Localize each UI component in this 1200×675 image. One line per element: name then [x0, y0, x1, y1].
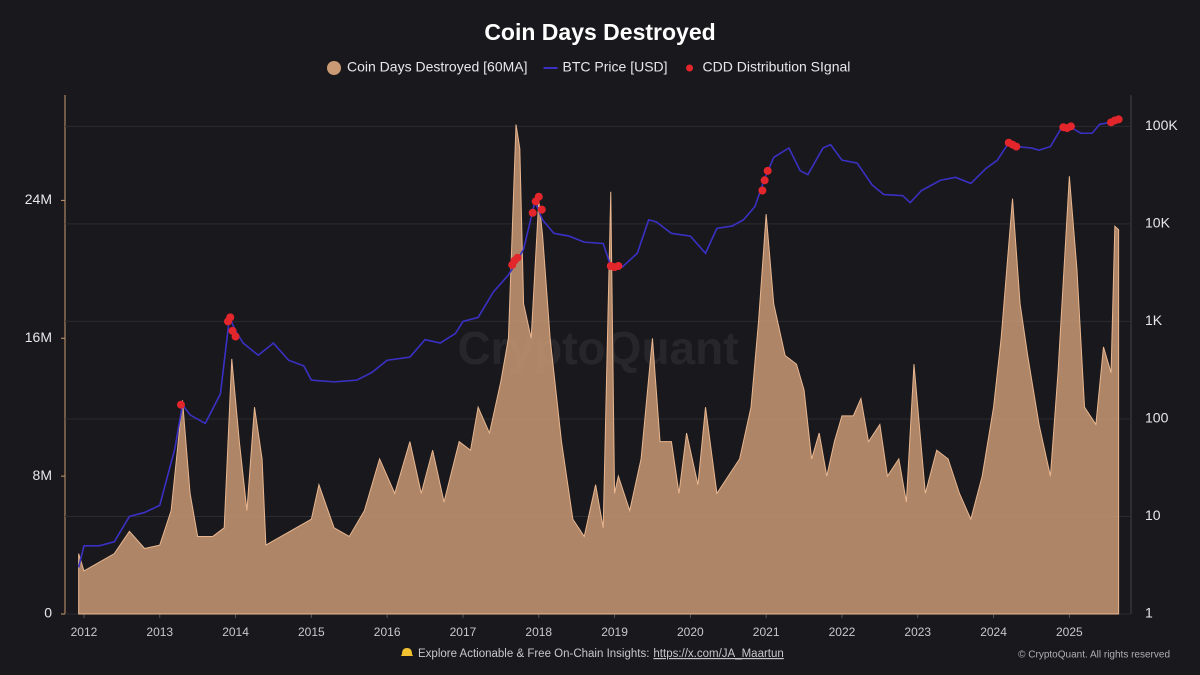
footer-link[interactable]: https://x.com/JA_Maartun	[653, 648, 783, 660]
x-tick-label: 2022	[829, 625, 856, 639]
footer-text: Explore Actionable & Free On-Chain Insig…	[418, 648, 649, 660]
signal-point	[1114, 115, 1123, 124]
x-tick-label: 2016	[374, 625, 401, 639]
x-tick-label: 2021	[753, 625, 780, 639]
copyright: © CryptoQuant. All rights reserved	[1018, 650, 1170, 661]
y2-tick-label: 100	[1145, 410, 1169, 426]
y2-tick-label: 1K	[1145, 312, 1163, 328]
y2-tick-label: 10	[1145, 507, 1161, 523]
x-tick-label: 2025	[1056, 625, 1083, 639]
signal-point	[176, 400, 185, 409]
x-tick-label: 2018	[525, 625, 552, 639]
signal-point	[614, 261, 623, 270]
signal-point	[528, 208, 537, 217]
x-tick-label: 2023	[904, 625, 931, 639]
legend-swatch	[686, 64, 694, 72]
legend-label: BTC Price [USD]	[563, 59, 668, 75]
signal-point	[763, 166, 772, 175]
x-tick-label: 2020	[677, 625, 704, 639]
signal-point	[513, 253, 522, 262]
signal-point	[1012, 142, 1021, 151]
legend: Coin Days Destroyed [60MA] BTC Price [USD…	[327, 59, 850, 75]
signal-point	[226, 313, 235, 322]
legend-swatch	[327, 61, 341, 75]
signal-point	[537, 205, 546, 214]
y2-tick-label: 1	[1145, 605, 1153, 621]
legend-label: Coin Days Destroyed [60MA]	[347, 59, 528, 75]
x-tick-label: 2013	[146, 625, 173, 639]
y-tick-label: 0	[44, 605, 52, 621]
legend-label: CDD Distribution SIgnal	[703, 59, 851, 75]
y2-tick-label: 10K	[1145, 215, 1171, 231]
x-tick-label: 2015	[298, 625, 325, 639]
x-tick-label: 2014	[222, 625, 249, 639]
chart-title: Coin Days Destroyed	[484, 19, 715, 45]
signal-point	[758, 186, 767, 195]
signal-point	[231, 332, 240, 341]
plot-area	[61, 115, 1130, 618]
y-tick-label: 24M	[25, 191, 52, 207]
x-tick-label: 2024	[980, 625, 1007, 639]
cdd-area	[78, 124, 1120, 615]
signal-point	[534, 192, 543, 201]
watermark: CryptoQuant	[457, 322, 738, 374]
bell-icon	[401, 648, 413, 656]
x-tick-label: 2012	[71, 625, 98, 639]
signal-point	[760, 176, 769, 185]
y-tick-label: 8M	[33, 467, 52, 483]
y-tick-label: 16M	[25, 329, 52, 345]
x-tick-label: 2019	[601, 625, 628, 639]
y2-tick-label: 100K	[1145, 117, 1178, 133]
x-tick-label: 2017	[450, 625, 477, 639]
signal-point	[1066, 122, 1075, 131]
